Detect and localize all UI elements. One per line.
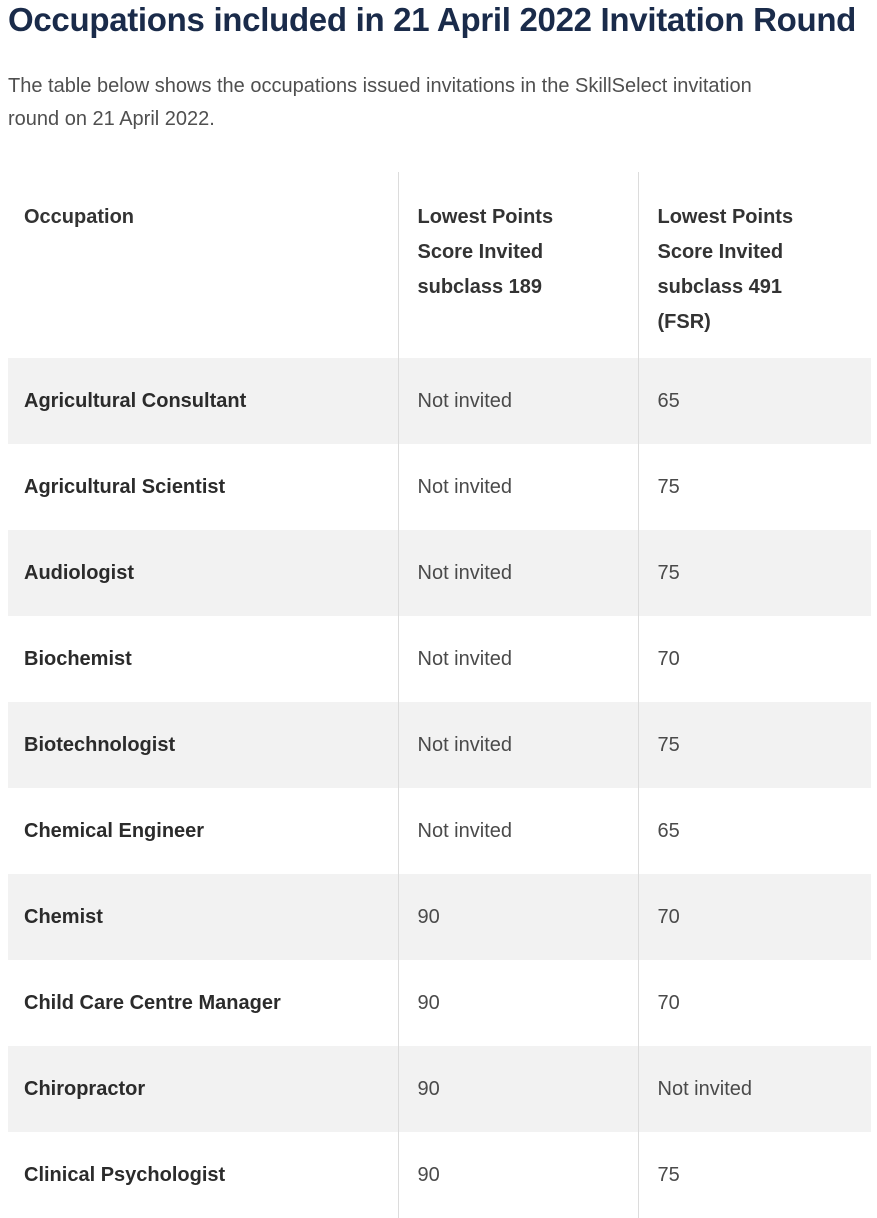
subclass-491-cell: 70 [637, 874, 871, 960]
column-header-occupation: Occupation [8, 172, 398, 358]
subclass-491-cell: 75 [637, 530, 871, 616]
occupation-cell: Audiologist [24, 561, 134, 584]
column-header-subclass-189: Lowest Points Score Invited subclass 189 [397, 172, 638, 358]
column-header-occupation-label: Occupation [24, 206, 135, 228]
page-title: Occupations included in 21 April 2022 In… [8, 1, 857, 38]
table-header: Occupation Lowest Points Score Invited s… [8, 172, 871, 358]
invitation-round-table: Occupation Lowest Points Score Invited s… [8, 172, 871, 1218]
subclass-491-cell: 70 [637, 616, 871, 702]
table-row: Agricultural Scientist Not invited 75 [8, 444, 871, 530]
subclass-189-cell: Not invited [397, 358, 638, 444]
occupation-cell: Child Care Centre Manager [24, 991, 281, 1014]
table-header-row: Occupation Lowest Points Score Invited s… [8, 172, 871, 358]
column-header-subclass-491: Lowest Points Score Invited subclass 491… [637, 172, 871, 358]
occupation-cell: Biochemist [24, 647, 132, 670]
occupation-cell: Biotechnologist [24, 733, 176, 756]
table-row: Chiropractor 90 Not invited [8, 1046, 871, 1132]
table-row: Biotechnologist Not invited 75 [8, 702, 871, 788]
table-row: Chemical Engineer Not invited 65 [8, 788, 871, 874]
table-row: Chemist 90 70 [8, 874, 871, 960]
subclass-491-cell: 75 [637, 1132, 871, 1218]
subclass-189-cell: Not invited [397, 530, 638, 616]
subclass-189-cell: 90 [397, 874, 638, 960]
subclass-189-cell: Not invited [397, 788, 638, 874]
table-row: Agricultural Consultant Not invited 65 [8, 358, 871, 444]
table-row: Biochemist Not invited 70 [8, 616, 871, 702]
occupation-cell: Chemist [24, 905, 103, 928]
table-body: Agricultural Consultant Not invited 65 A… [8, 358, 871, 1218]
column-header-subclass-189-label: Lowest Points Score Invited subclass 189 [417, 206, 554, 298]
subclass-491-cell: 70 [637, 960, 871, 1046]
subclass-491-cell: 75 [637, 444, 871, 530]
table-row: Audiologist Not invited 75 [8, 530, 871, 616]
table-row: Clinical Psychologist 90 75 [8, 1132, 871, 1218]
subclass-189-cell: Not invited [397, 702, 638, 788]
subclass-189-cell: 90 [397, 960, 638, 1046]
table-row: Child Care Centre Manager 90 70 [8, 960, 871, 1046]
intro-paragraph: The table below shows the occupations is… [8, 75, 752, 130]
occupation-cell: Chemical Engineer [24, 819, 205, 842]
occupation-cell: Chiropractor [24, 1077, 146, 1100]
subclass-491-cell: Not invited [637, 1046, 871, 1132]
occupation-cell: Agricultural Consultant [24, 389, 247, 412]
column-header-subclass-491-label: Lowest Points Score Invited subclass 491… [657, 206, 794, 333]
subclass-491-cell: 65 [637, 788, 871, 874]
subclass-491-cell: 75 [637, 702, 871, 788]
subclass-491-cell: 65 [637, 358, 871, 444]
subclass-189-cell: Not invited [397, 444, 638, 530]
subclass-189-cell: 90 [397, 1046, 638, 1132]
occupation-cell: Clinical Psychologist [24, 1163, 226, 1186]
occupation-cell: Agricultural Scientist [24, 475, 226, 498]
subclass-189-cell: 90 [397, 1132, 638, 1218]
subclass-189-cell: Not invited [397, 616, 638, 702]
